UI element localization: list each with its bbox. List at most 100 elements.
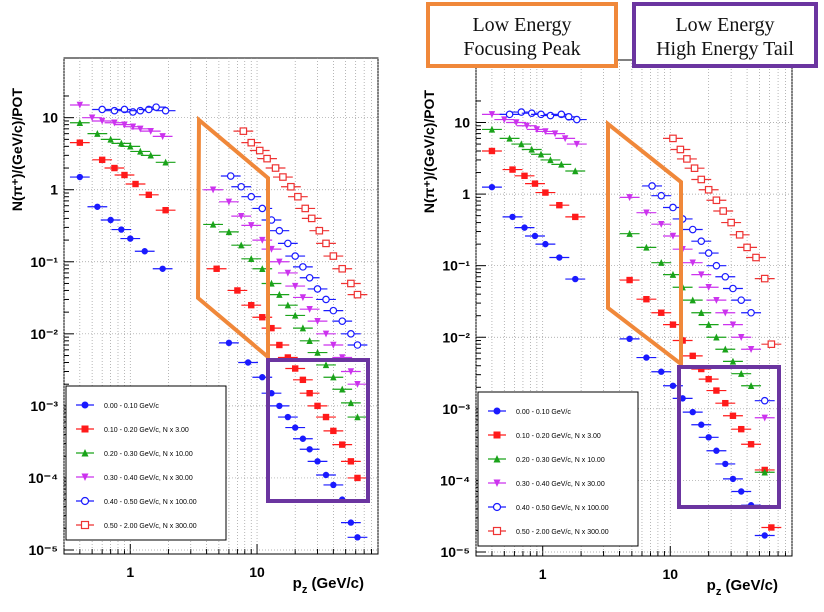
- data-point: [542, 189, 549, 196]
- data-point: [259, 236, 266, 244]
- data-point: [159, 133, 166, 141]
- data-point: [669, 232, 677, 240]
- data-point: [259, 265, 266, 272]
- data-point: [141, 248, 148, 255]
- legend: 0.00 - 0.10 GeV/c 0.10 - 0.20 GeV/c, N x …: [477, 391, 639, 547]
- series-1: [481, 183, 775, 539]
- data-point: [276, 402, 283, 410]
- data-point: [713, 387, 720, 394]
- series-6: [663, 134, 782, 348]
- series-5: [92, 103, 368, 349]
- data-point: [767, 340, 776, 348]
- data-point: [506, 134, 513, 142]
- data-point: [523, 122, 530, 130]
- data-point: [226, 172, 235, 180]
- data-point: [721, 272, 730, 281]
- data-point: [713, 447, 720, 454]
- data-point: [761, 532, 768, 539]
- y-tick-label: 10⁻⁵: [440, 544, 470, 560]
- data-point: [761, 414, 768, 422]
- data-point: [338, 264, 347, 273]
- data-point: [657, 191, 666, 200]
- data-point: [322, 361, 330, 369]
- data-point: [129, 108, 137, 116]
- data-point: [747, 382, 755, 389]
- data-point: [354, 381, 361, 388]
- data-point: [315, 226, 324, 235]
- data-point: [572, 115, 581, 124]
- data-point: [531, 180, 539, 187]
- x-axis-title: pz (GeV/c): [707, 577, 778, 598]
- data-point: [248, 301, 255, 309]
- data-point: [679, 395, 686, 402]
- data-point: [712, 261, 721, 270]
- data-point: [713, 296, 720, 304]
- data-point: [537, 150, 545, 158]
- data-point: [669, 203, 677, 212]
- data-point: [752, 253, 760, 262]
- chart-panel-2: 1 10 10 1 10⁻¹ 10⁻² 10⁻³ 10⁻⁴ 10⁻⁵ pz (GeV/c) N(π⁺…: [421, 59, 793, 598]
- data-point: [299, 324, 307, 332]
- data-point: [81, 473, 89, 481]
- y-tick-label: 10⁻⁵: [28, 542, 58, 558]
- data-point: [127, 142, 134, 150]
- data-point: [747, 346, 755, 353]
- data-point: [209, 186, 217, 194]
- data-point: [518, 140, 525, 148]
- data-point: [509, 166, 516, 173]
- data-point: [729, 321, 737, 329]
- data-point: [768, 524, 775, 531]
- chart-panel-1: 1 10 10 1 10⁻¹ 10⁻² 10⁻³ 10⁻⁴ 10⁻⁵ pz (GeV/c) N(π⁺…: [9, 57, 379, 596]
- data-point: [735, 230, 744, 239]
- data-point: [76, 139, 84, 146]
- data-point: [322, 295, 330, 304]
- high-energy-tail-region-right: [677, 365, 781, 509]
- y-tick-label: 10⁻¹: [30, 254, 58, 270]
- data-point: [147, 127, 154, 135]
- y-tick-label: 10: [42, 110, 58, 126]
- legend-entry: 0.30 - 0.40 GeV/c, N x 30.00: [516, 481, 605, 488]
- x-tick-label: 10: [249, 564, 265, 580]
- data-point: [722, 399, 729, 407]
- legend-entry: 0.40 - 0.50 GeV/c, N x 100.00: [516, 505, 609, 512]
- data-point: [313, 285, 322, 293]
- data-point: [299, 435, 307, 442]
- y-tick-label: 1: [462, 186, 470, 202]
- data-point: [697, 175, 706, 184]
- data-point: [145, 105, 153, 114]
- data-point: [259, 314, 266, 321]
- data-point: [322, 239, 330, 248]
- data-point: [247, 192, 256, 201]
- y-tick-label: 10⁻⁴: [440, 472, 470, 488]
- data-point: [704, 249, 713, 257]
- data-point: [330, 481, 337, 489]
- data-point: [669, 134, 677, 143]
- y-tick-label: 10⁻²: [442, 329, 470, 345]
- data-point: [493, 407, 501, 415]
- data-point: [513, 119, 520, 127]
- x-tick-label: 1: [126, 564, 134, 580]
- high-energy-tail-label-line2: High Energy Tail: [656, 38, 794, 60]
- data-point: [284, 269, 292, 277]
- data-point: [307, 214, 316, 223]
- data-point: [713, 333, 720, 341]
- data-point: [643, 354, 650, 361]
- data-point: [689, 408, 696, 416]
- data-point: [121, 121, 128, 129]
- data-point: [517, 108, 526, 116]
- data-point: [98, 156, 106, 164]
- data-point: [551, 130, 559, 138]
- data-point: [314, 317, 321, 325]
- data-point: [488, 183, 496, 191]
- data-point: [689, 352, 696, 360]
- data-point: [107, 135, 114, 143]
- data-point: [722, 460, 729, 468]
- data-point: [658, 368, 665, 375]
- data-point: [76, 101, 84, 109]
- data-point: [669, 321, 677, 328]
- data-point: [353, 341, 362, 349]
- data-point: [527, 109, 536, 117]
- y-tick-label: 1: [50, 182, 58, 198]
- data-point: [255, 146, 264, 155]
- data-point: [542, 128, 549, 136]
